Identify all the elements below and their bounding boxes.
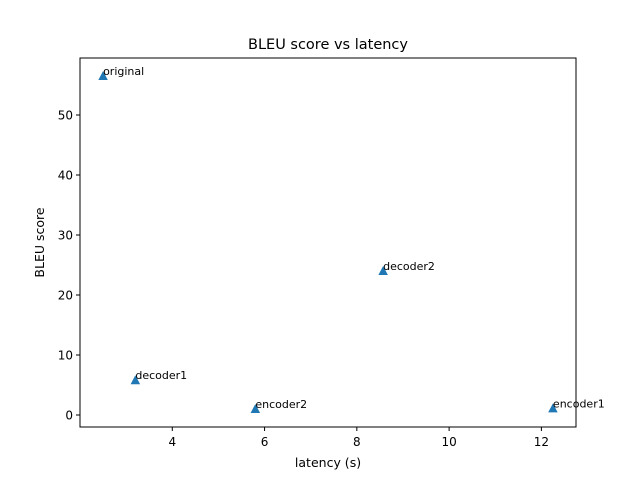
y-tick-label: 30 [58, 229, 73, 243]
x-axis-ticks: 4 6 8 10 12 [168, 427, 549, 449]
x-tick-label: 6 [261, 435, 269, 449]
data-point-encoder2 [250, 404, 261, 413]
data-point-encoder1 [548, 403, 558, 413]
y-tick-label: 10 [58, 349, 73, 363]
point-label-decoder1: decoder1 [135, 369, 187, 382]
point-label-encoder1: encoder1 [553, 397, 605, 410]
y-tick-label: 20 [58, 289, 73, 303]
y-tick-label: 40 [58, 169, 73, 183]
point-label-decoder2: decoder2 [383, 260, 435, 273]
y-axis-label: BLEU score [32, 207, 47, 277]
chart-title: BLEU score vs latency [248, 37, 408, 53]
x-axis-label: latency (s) [295, 455, 361, 470]
data-point-decoder2 [378, 266, 388, 275]
data-point-decoder1 [130, 375, 141, 385]
point-label-encoder2: encoder2 [255, 398, 307, 411]
x-tick-label: 8 [353, 435, 361, 449]
data-point-original [98, 71, 108, 80]
data-points [98, 71, 558, 413]
plot-area-frame [79, 57, 577, 428]
point-label-original: original [103, 65, 144, 78]
x-tick-label: 12 [534, 435, 549, 449]
y-axis-ticks: 0 10 20 30 40 50 [58, 109, 80, 423]
x-tick-label: 4 [168, 435, 176, 449]
point-labels: original decoder1 encoder2 decoder2 encoder1 [103, 65, 605, 411]
y-tick-label: 50 [58, 109, 73, 123]
x-tick-label: 10 [441, 435, 456, 449]
y-tick-label: 0 [65, 409, 73, 423]
